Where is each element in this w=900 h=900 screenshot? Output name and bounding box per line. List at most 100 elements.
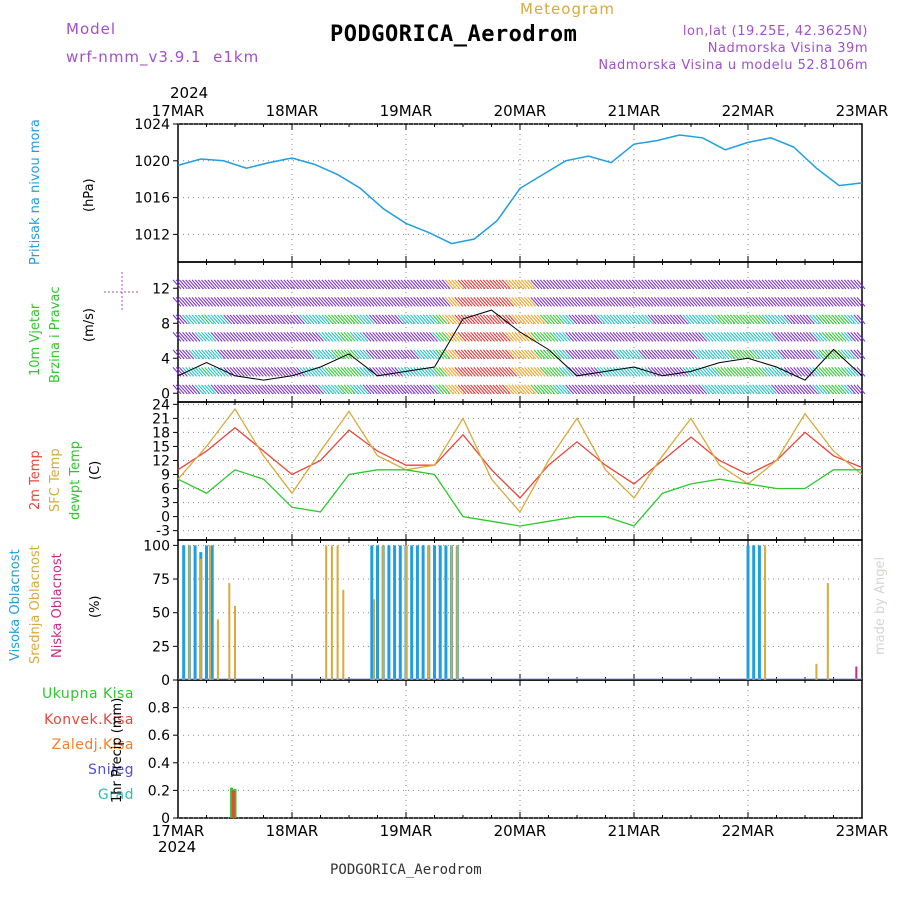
wind-barb [299, 349, 309, 360]
wind-barb [372, 367, 381, 377]
wind-barb [828, 332, 837, 342]
wind-barb [403, 297, 413, 307]
wind-barb [441, 384, 451, 395]
wind-barb [492, 349, 502, 360]
wind-barb [432, 279, 442, 290]
wind-barb [742, 332, 752, 342]
wind-barb [292, 279, 302, 290]
wind-barb [419, 384, 429, 395]
wind-barb [277, 384, 286, 395]
wind-barb [767, 314, 777, 325]
wind-barb [546, 314, 556, 325]
wind-barb [220, 384, 229, 395]
wind-barb [729, 314, 739, 325]
wind-barb [441, 367, 451, 377]
wind-barb [856, 297, 866, 307]
wind-barb [568, 314, 578, 325]
wind-barb [302, 314, 312, 325]
wind-barb [508, 367, 518, 377]
wind-barb [387, 349, 397, 360]
wind-barb [755, 384, 765, 395]
wind-barb [508, 332, 518, 342]
wind-barb [539, 384, 549, 395]
y-tick-label: 12 [152, 453, 170, 469]
wind-barb [324, 332, 334, 342]
wind-barb [767, 297, 777, 307]
wind-barb [292, 384, 302, 395]
wind-barb [286, 332, 296, 342]
wind-barb [254, 279, 264, 290]
wind-barb [660, 279, 670, 290]
wind-barb [657, 384, 666, 395]
cloud-high-bar [757, 545, 761, 680]
wind-barb [821, 384, 831, 395]
wind-barb [182, 314, 191, 325]
cloud-high-bar [438, 545, 442, 680]
wind-barb [311, 349, 321, 360]
wind-barb [197, 279, 207, 290]
wind-barb [223, 297, 233, 307]
wind-barb [622, 279, 632, 290]
wind-barb [815, 384, 825, 395]
wind-barb [394, 384, 404, 395]
wind-barb [280, 384, 290, 395]
wind-barb [745, 314, 755, 325]
wind-barb [210, 279, 220, 290]
wind-barb [745, 349, 755, 360]
footer-title: PODGORICA_Aerodrom [330, 862, 482, 878]
wind-barb [669, 349, 679, 360]
wind-barb [720, 314, 730, 325]
altitude-model-label: Nadmorska Visina u modelu 52.8106m [598, 58, 868, 73]
wind-barb [334, 367, 343, 377]
wind-barb [653, 279, 663, 290]
wind-barb [501, 349, 511, 360]
wind-barb [723, 384, 733, 395]
wind-barb [197, 349, 207, 360]
wind-barb [473, 314, 483, 325]
wind-barb [847, 297, 856, 307]
wind-barb [239, 384, 248, 395]
wind-barb [850, 367, 860, 377]
wind-barb [441, 279, 451, 290]
wind-barb [856, 349, 866, 360]
wind-barb [432, 349, 442, 360]
wind-barb [720, 297, 730, 307]
wind-barb [346, 332, 356, 342]
cloud-high-bar [444, 545, 448, 680]
wind-barb [723, 349, 733, 360]
wind-barb [368, 314, 378, 325]
wind-barb [622, 314, 632, 325]
wind-barb [650, 279, 660, 290]
wind-barb [267, 297, 277, 307]
wind-barb [299, 279, 309, 290]
wind-barb [264, 384, 274, 395]
wind-barb [191, 349, 201, 360]
wind-barb [261, 314, 271, 325]
wind-barb [511, 349, 521, 360]
wind-barb [346, 297, 356, 307]
wind-barb [444, 384, 454, 395]
wind-barb [511, 332, 521, 342]
wind-barb [609, 279, 619, 290]
wind-barb [425, 279, 435, 290]
wind-barb [733, 332, 742, 342]
wind-barb [460, 297, 470, 307]
wind-barb [324, 297, 334, 307]
wind-barb [818, 367, 828, 377]
wind-barb [416, 349, 426, 360]
wind-barb [242, 367, 252, 377]
wind-barb [201, 367, 210, 377]
wind-barb [856, 332, 866, 342]
wind-barb [299, 384, 309, 395]
wind-barb [847, 332, 856, 342]
wind-barb [615, 349, 625, 360]
wind-barb [353, 332, 362, 342]
wind-barb [752, 332, 761, 342]
wind-barb [837, 297, 847, 307]
wind-barb [378, 297, 388, 307]
wind-barb [809, 384, 818, 395]
y-tick-label: 0.2 [148, 783, 170, 799]
wind-barb [261, 332, 271, 342]
wind-barb [546, 367, 556, 377]
wind-barb [774, 367, 784, 377]
